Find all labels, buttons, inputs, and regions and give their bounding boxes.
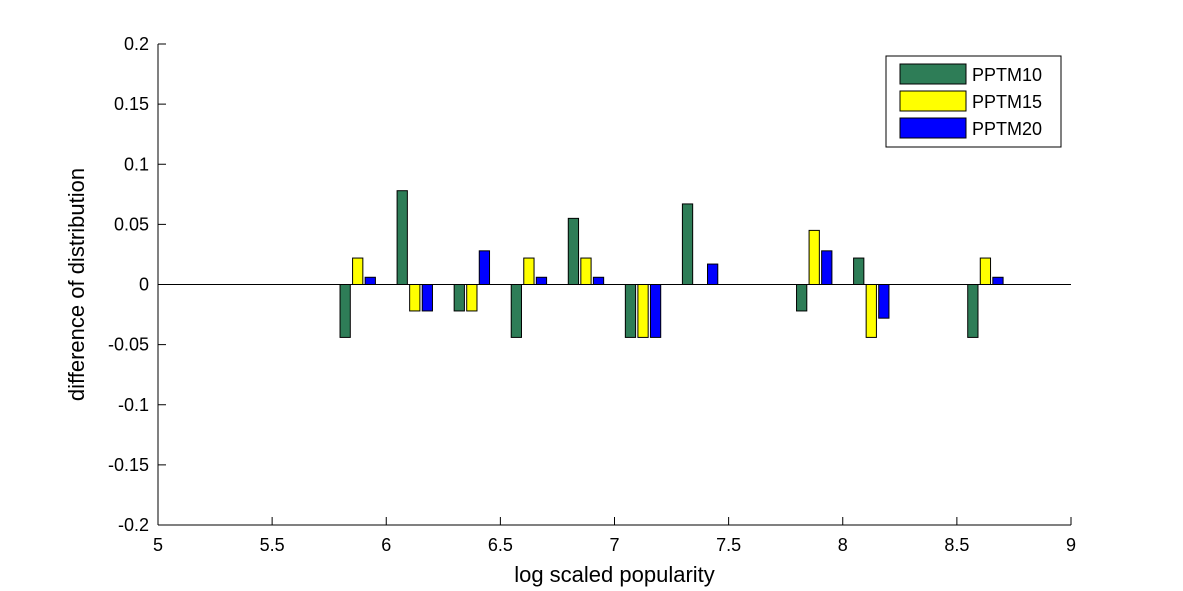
axes-group: 5 5.5 6 6.5 7 7.5 8 8.5 9 -0.2 -0.15 -0.1 -0.05 0 0.05… bbox=[108, 34, 1076, 555]
y-axis-label: difference of distribution bbox=[64, 168, 89, 401]
bar-pptm15-1 bbox=[409, 284, 421, 312]
y-tick-label-5: 0.05 bbox=[114, 214, 149, 234]
bar-pptm20-6 bbox=[707, 263, 719, 285]
bar-pptm15-9 bbox=[979, 257, 992, 285]
x-tick-label-8: 9 bbox=[1066, 535, 1076, 555]
y-tick-label-1: -0.15 bbox=[108, 455, 149, 475]
bar-pptm15-7 bbox=[808, 229, 820, 285]
y-tick-label-3: -0.05 bbox=[108, 335, 149, 355]
legend: PPTM10 PPTM15 PPTM20 bbox=[885, 55, 1062, 148]
x-tick-label-0: 5 bbox=[153, 535, 163, 555]
bar-pptm10-6 bbox=[681, 203, 694, 285]
legend-swatch-pptm10 bbox=[899, 63, 967, 85]
bar-pptm15-8 bbox=[865, 284, 877, 338]
bar-pptm10-4 bbox=[567, 217, 580, 285]
bar-pptm20-3 bbox=[535, 276, 548, 285]
bar-pptm15-4 bbox=[580, 257, 592, 285]
x-tick-label-4: 7 bbox=[609, 535, 619, 555]
bar-pptm15-5 bbox=[637, 284, 649, 338]
bar-pptm20-7 bbox=[821, 250, 833, 285]
x-tick-label-7: 8.5 bbox=[944, 535, 969, 555]
y-tick-label-2: -0.1 bbox=[118, 395, 149, 415]
bar-pptm10-0 bbox=[339, 284, 351, 338]
bar-pptm15-2 bbox=[466, 284, 478, 312]
bar-pptm20-1 bbox=[421, 284, 433, 312]
bars-group bbox=[339, 190, 1004, 338]
bar-pptm20-9 bbox=[992, 276, 1004, 285]
bar-pptm15-3 bbox=[523, 257, 535, 285]
y-tick-label-4: 0 bbox=[139, 275, 149, 295]
x-tick-label-5: 7.5 bbox=[716, 535, 741, 555]
bar-pptm20-4 bbox=[592, 276, 605, 285]
bar-pptm20-0 bbox=[364, 276, 376, 285]
legend-swatch-pptm20 bbox=[899, 117, 967, 139]
bar-pptm20-8 bbox=[878, 284, 890, 319]
y-tick-label-0: -0.2 bbox=[118, 515, 149, 535]
x-axis-label: log scaled popularity bbox=[514, 562, 715, 587]
y-tick-label-8: 0.2 bbox=[124, 34, 149, 54]
bar-pptm10-3 bbox=[510, 284, 522, 338]
bar-pptm20-2 bbox=[478, 250, 491, 285]
legend-label-pptm20: PPTM20 bbox=[972, 119, 1042, 139]
legend-swatch-pptm15 bbox=[899, 90, 967, 112]
bar-pptm10-1 bbox=[396, 190, 408, 285]
x-tick-label-3: 6.5 bbox=[488, 535, 513, 555]
legend-label-pptm10: PPTM10 bbox=[972, 65, 1042, 85]
x-tick-label-1: 5.5 bbox=[260, 535, 285, 555]
bar-pptm10-5 bbox=[624, 284, 637, 338]
y-tick-label-7: 0.15 bbox=[114, 94, 149, 114]
legend-label-pptm15: PPTM15 bbox=[972, 92, 1042, 112]
bar-pptm10-2 bbox=[453, 284, 465, 312]
bar-pptm10-9 bbox=[967, 284, 979, 338]
x-tick-label-2: 6 bbox=[381, 535, 391, 555]
bar-pptm15-0 bbox=[352, 257, 364, 285]
bar-pptm10-8 bbox=[853, 257, 865, 285]
y-tick-label-6: 0.1 bbox=[124, 154, 149, 174]
bar-pptm20-5 bbox=[649, 284, 662, 338]
bar-pptm10-7 bbox=[796, 284, 808, 312]
x-tick-label-6: 8 bbox=[838, 535, 848, 555]
